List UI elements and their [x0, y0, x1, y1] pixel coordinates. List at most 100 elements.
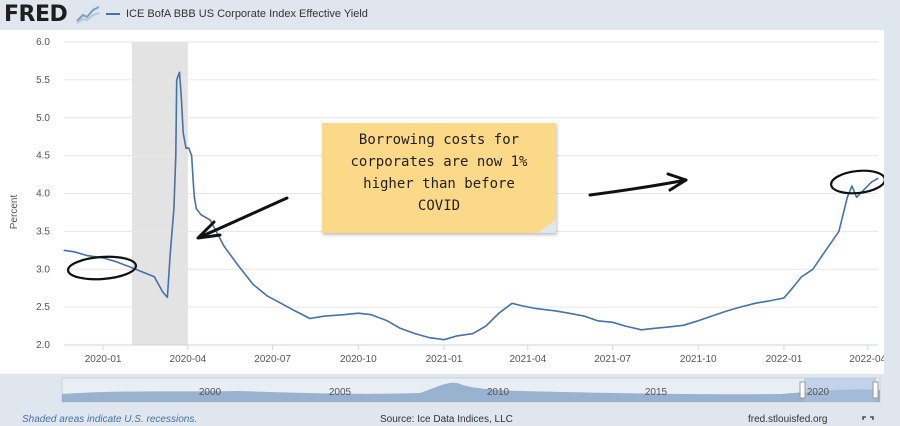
data-point: [535, 308, 537, 310]
data-point: [193, 196, 195, 198]
data-point: [498, 312, 500, 314]
fred-logo[interactable]: FRED: [4, 2, 68, 27]
y-tick-label: 4.5: [36, 151, 50, 162]
navigator-year-label: 2020: [807, 387, 830, 398]
data-point: [182, 132, 184, 134]
data-point: [178, 71, 181, 73]
annotation-text: Borrowing costs for corporates are now 1…: [350, 132, 528, 214]
data-point: [783, 297, 785, 299]
data-point: [175, 155, 177, 157]
data-point: [851, 185, 853, 187]
data-point: [399, 327, 401, 329]
data-point: [812, 268, 814, 270]
series-line[interactable]: [63, 71, 879, 341]
data-source: Source: Ice Data Indices, LLC: [380, 414, 513, 425]
chart-legend[interactable]: ICE BofA BBB US Corporate Index Effectiv…: [106, 8, 368, 20]
data-point: [791, 287, 793, 289]
data-point: [131, 267, 133, 269]
data-point: [209, 219, 211, 221]
data-point: [584, 315, 586, 317]
data-point: [192, 185, 195, 187]
navigator-year-label: 2015: [645, 387, 668, 398]
x-tick-label: 2020-01: [85, 354, 122, 365]
data-point: [511, 302, 513, 304]
data-point: [252, 283, 254, 285]
data-point: [856, 196, 858, 198]
chart-header: FRED ICE BofA BBB US Corporate Index Eff…: [0, 0, 900, 30]
data-point: [386, 320, 388, 322]
x-tick-label: 2021-01: [426, 354, 463, 365]
navigator-year-label: 2005: [329, 387, 352, 398]
arrow-head-right: [666, 172, 688, 192]
y-tick-label: 6.0: [36, 37, 50, 48]
data-point: [200, 214, 202, 216]
data-point: [169, 253, 171, 255]
y-tick-label: 2.0: [36, 340, 50, 351]
data-point: [153, 276, 155, 278]
data-point: [767, 300, 769, 302]
data-point: [653, 327, 656, 329]
navigator-year-label: 2000: [199, 387, 222, 398]
data-point: [280, 302, 282, 304]
x-tick-label: 2021-07: [594, 354, 631, 365]
data-point: [754, 302, 756, 304]
x-tick-label: 2020-10: [340, 354, 377, 365]
data-point: [237, 264, 239, 267]
y-tick-label: 4.0: [36, 189, 50, 200]
data-point: [173, 208, 175, 210]
data-point: [669, 326, 671, 328]
data-point: [682, 324, 684, 326]
circle-doodle-right: [830, 169, 884, 195]
data-point: [443, 339, 445, 341]
data-point: [739, 306, 741, 308]
y-tick-label: 2.5: [36, 302, 50, 313]
data-point: [801, 276, 803, 278]
note-page-curl: [538, 219, 556, 233]
navigator-year-label: 2010: [487, 387, 510, 398]
data-point: [555, 310, 557, 312]
fred-sparkline-icon: [76, 6, 100, 24]
data-point: [414, 333, 416, 335]
data-point: [176, 79, 178, 81]
data-point: [870, 181, 873, 183]
line-chart[interactable]: 2.0 2.5 3.0 3.5 4.0 4.5 5.0 5.5 6.0 2020-01 2020-…: [0, 30, 884, 374]
navigator-right-handle[interactable]: [872, 381, 879, 399]
data-point: [185, 147, 187, 149]
data-point: [625, 325, 627, 327]
data-point: [73, 251, 75, 253]
legend-line-swatch: [106, 13, 120, 15]
data-point: [191, 155, 193, 157]
y-axis-label: Percent: [9, 195, 20, 230]
x-tick-label: 2021-10: [680, 354, 717, 365]
data-point: [456, 335, 458, 337]
x-tick-label: 2022-01: [766, 354, 803, 365]
legend-series-label: ICE BofA BBB US Corporate Index Effectiv…: [126, 8, 368, 20]
data-point: [162, 291, 164, 293]
y-tick-label: 5.5: [36, 75, 50, 86]
data-point: [863, 189, 865, 191]
data-point: [370, 314, 372, 316]
y-tick-label: 3.5: [36, 226, 50, 237]
navigator-left-handle[interactable]: [799, 381, 806, 399]
x-tick-label: 2022-04: [849, 354, 884, 365]
site-url[interactable]: fred.stlouisfed.org: [748, 414, 828, 425]
arrow-doodle-right: [588, 178, 688, 197]
data-point: [166, 296, 168, 298]
annotation-sticky-note: Borrowing costs for corporates are now 1…: [322, 123, 556, 233]
data-point: [568, 312, 570, 314]
data-point: [63, 249, 65, 251]
data-point: [427, 336, 429, 338]
data-point: [195, 208, 197, 210]
fullscreen-icon[interactable]: [862, 416, 874, 426]
data-point: [86, 255, 88, 257]
data-point: [309, 317, 311, 320]
data-point: [710, 315, 712, 317]
data-point: [838, 230, 840, 232]
data-point: [825, 249, 827, 251]
circle-doodle-left: [66, 255, 138, 281]
y-tick-label: 5.0: [36, 113, 50, 124]
data-point: [342, 314, 344, 316]
data-point: [266, 295, 268, 297]
range-navigator[interactable]: 2000 2005 2010 2015 2020: [0, 374, 900, 410]
chart-panel: 2.0 2.5 3.0 3.5 4.0 4.5 5.0 5.5 6.0 2020-01 2020-…: [0, 30, 884, 374]
